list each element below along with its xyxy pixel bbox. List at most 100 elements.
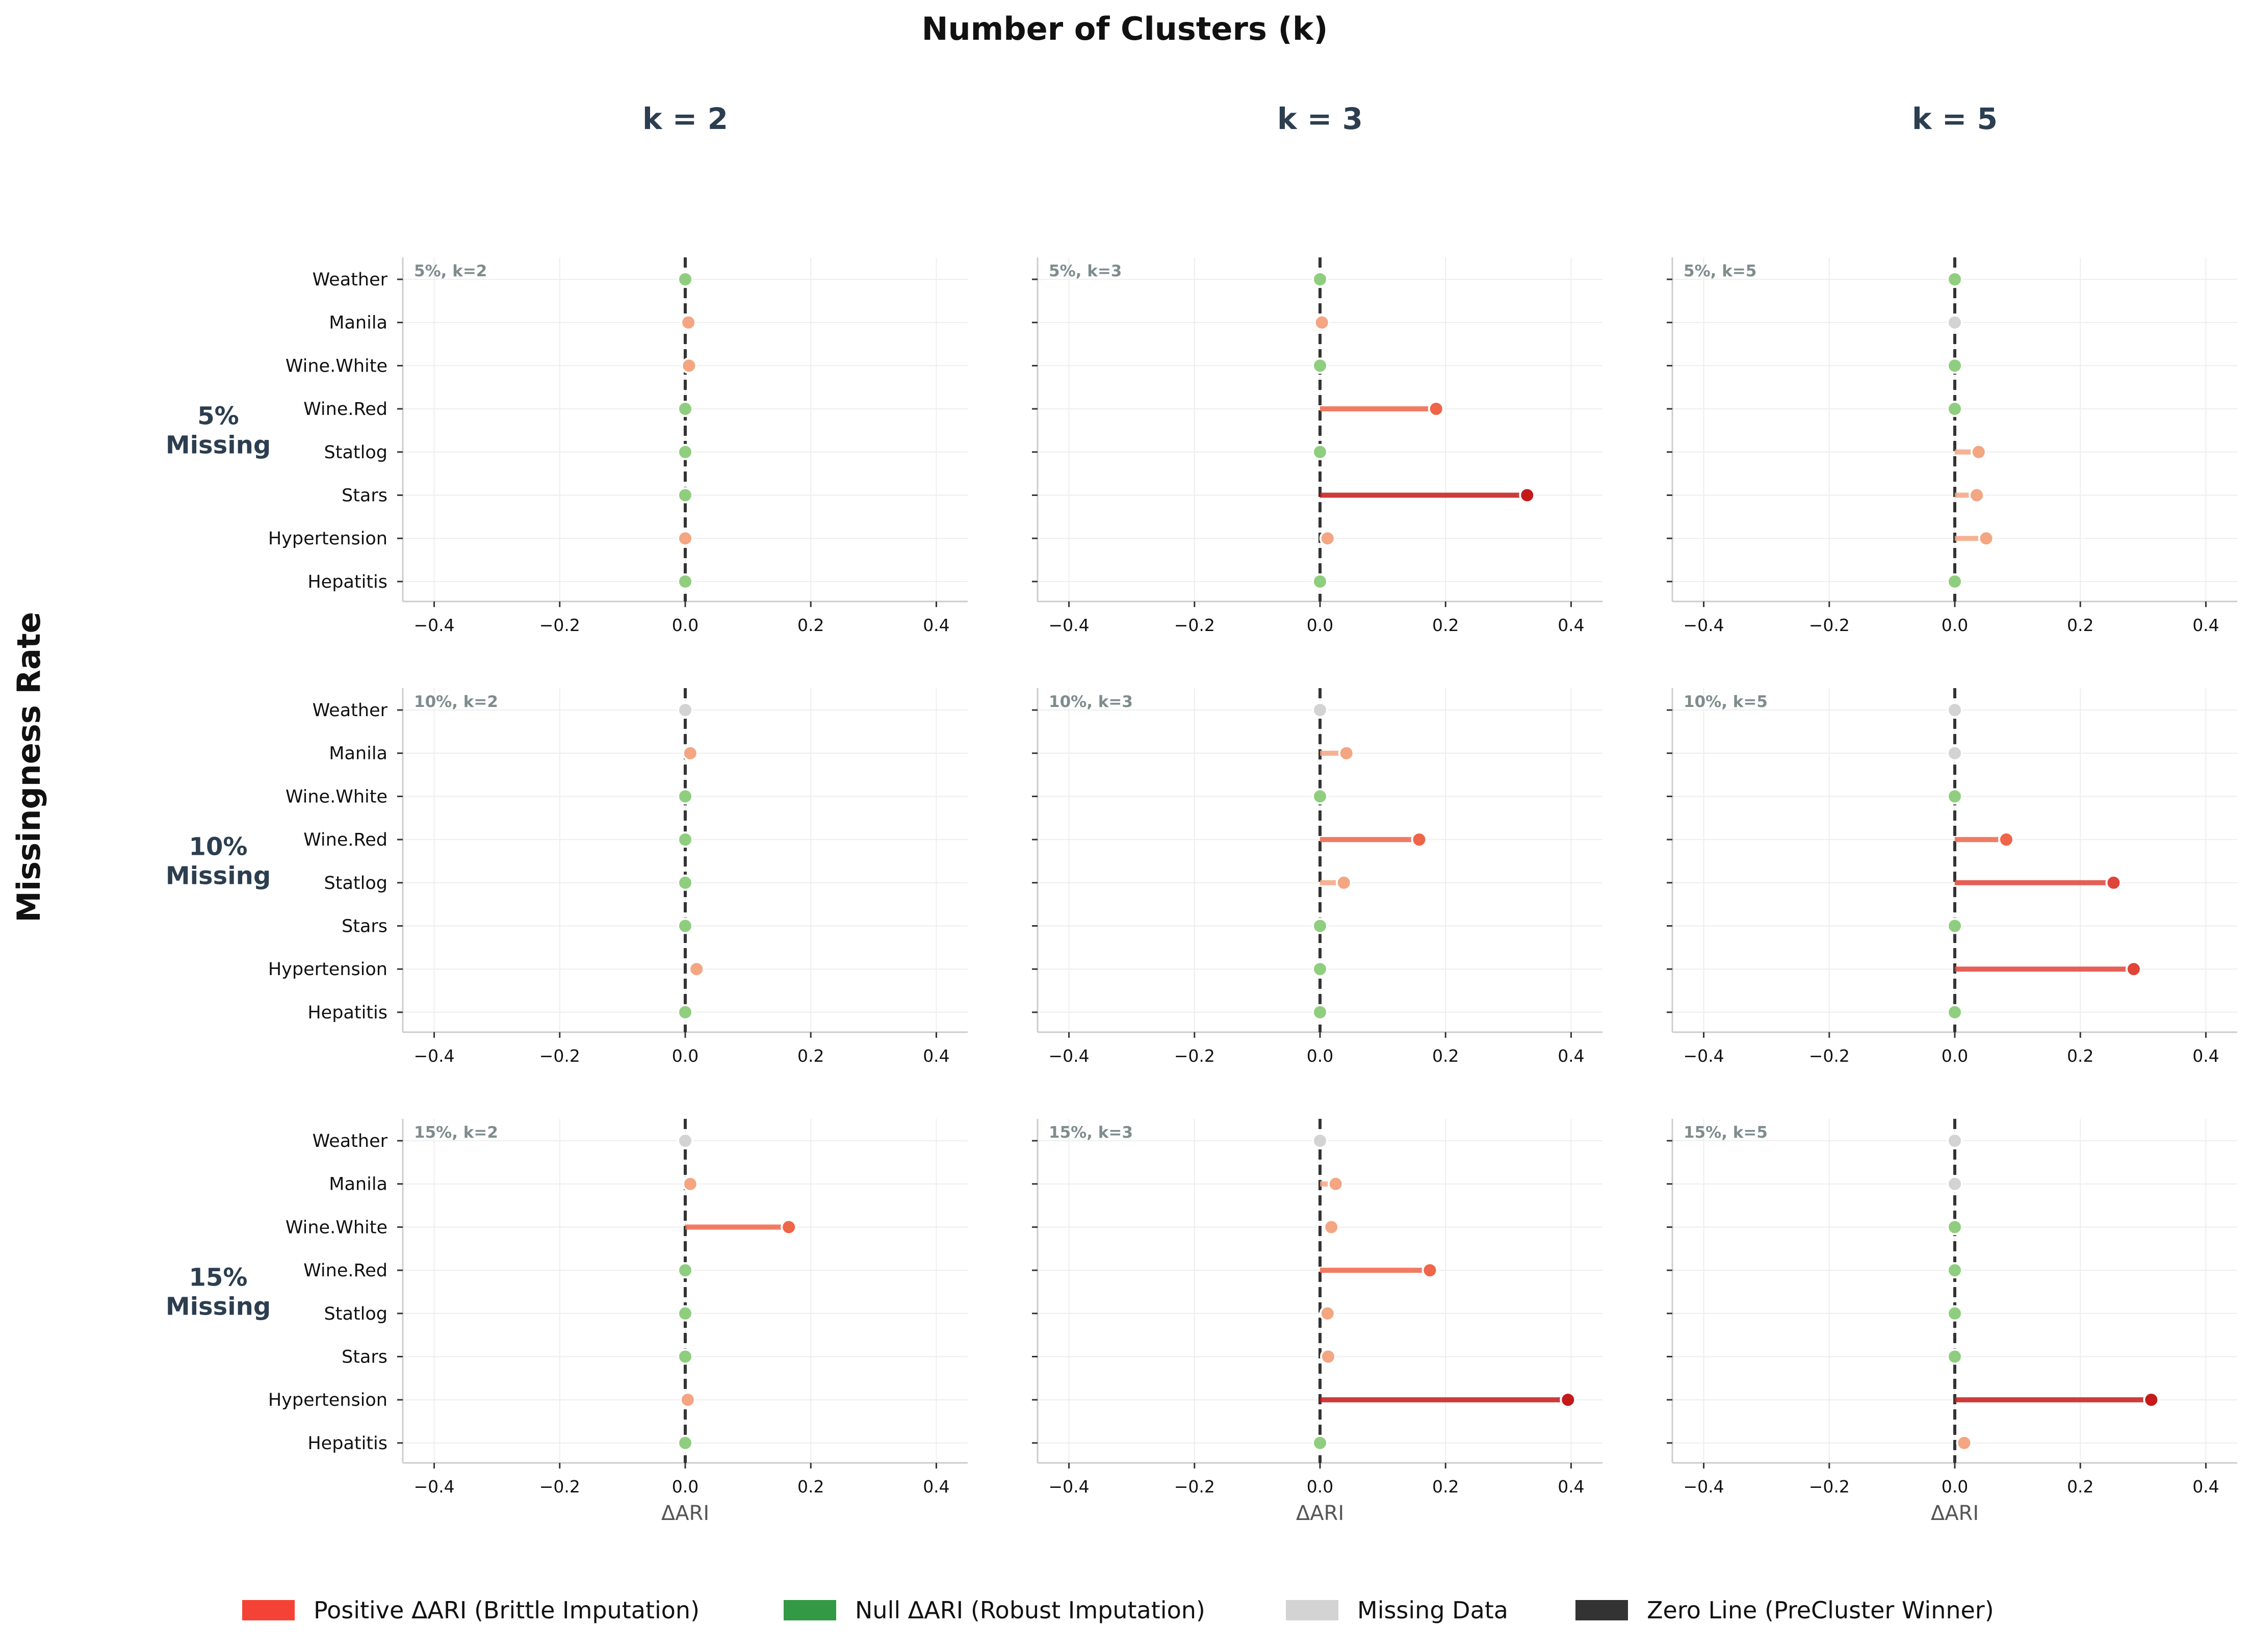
category-label: Stars xyxy=(342,486,387,506)
category-label: Statlog xyxy=(324,442,387,463)
category-label: Hepatitis xyxy=(307,1003,387,1023)
category-label: Hypertension xyxy=(268,529,387,549)
legend-swatch xyxy=(784,1600,836,1620)
x-tick-label: 0.2 xyxy=(2067,1477,2093,1497)
lollipop-point xyxy=(1947,1004,1963,1020)
panel: −0.4 −0.2 0.0 0.2 0.4 10%, k=2 Weather Manila Wi… xyxy=(268,688,968,1066)
panel: −0.4 −0.2 0.0 0.2 0.4 ΔARI 15%, k=3 xyxy=(1032,1119,1602,1525)
lollipop-point xyxy=(677,874,693,891)
column-titles: k = 2 k = 3 k = 5 xyxy=(642,101,1998,136)
x-tick-label: 0.4 xyxy=(923,1046,949,1066)
category-label: Wine.White xyxy=(286,356,387,376)
x-tick-label: 0.2 xyxy=(797,1477,824,1497)
lollipop-point xyxy=(2125,961,2142,978)
lollipop-point xyxy=(1947,1175,1963,1192)
x-tick-label: −0.4 xyxy=(1048,615,1089,635)
lollipop-point xyxy=(1312,961,1328,978)
category-label: Wine.Red xyxy=(303,1261,387,1281)
column-title: k = 5 xyxy=(1912,101,1998,136)
lollipop-point xyxy=(1560,1392,1576,1408)
x-tick-label: −0.2 xyxy=(1174,1477,1215,1497)
lollipop-point xyxy=(1947,1348,1963,1365)
panel: −0.4 −0.2 0.0 0.2 0.4 5%, k=3 xyxy=(1032,257,1602,635)
x-tick-label: 0.2 xyxy=(1432,1477,1459,1497)
panel-tag: 10%, k=3 xyxy=(1049,693,1133,711)
lollipop-point xyxy=(2143,1392,2160,1408)
lollipop-point xyxy=(1970,443,1987,460)
lollipop-point xyxy=(1998,831,2014,848)
row-title-missing: Missing xyxy=(166,431,271,460)
x-tick-label: −0.2 xyxy=(1174,1046,1215,1066)
x-tick-label: 0.0 xyxy=(1942,1477,1968,1497)
lollipop-point xyxy=(679,1392,696,1408)
x-tick-label: −0.2 xyxy=(539,1046,580,1066)
panel: −0.4 −0.2 0.0 0.2 0.4 10%, k=5 xyxy=(1667,688,2237,1066)
lollipop-point xyxy=(677,788,693,805)
lollipop-point xyxy=(1327,1175,1344,1192)
figure-row-header: Missingness Rate xyxy=(10,612,47,922)
x-tick-label: 0.2 xyxy=(2067,1046,2093,1066)
lollipop-point xyxy=(1947,745,1963,762)
lollipop-point xyxy=(1519,487,1536,504)
lollipop-point xyxy=(677,831,693,848)
category-label: Weather xyxy=(313,270,388,290)
x-axis-label: ΔARI xyxy=(1931,1502,1979,1525)
x-tick-label: 0.2 xyxy=(2067,615,2093,635)
row-title-rate: 5% xyxy=(197,402,239,431)
x-tick-label: 0.0 xyxy=(1307,615,1333,635)
lollipop-point xyxy=(1312,1133,1328,1149)
x-tick-label: −0.4 xyxy=(413,615,454,635)
lollipop-point xyxy=(1312,1434,1328,1451)
x-tick-label: −0.2 xyxy=(1174,615,1215,635)
category-label: Stars xyxy=(342,1347,387,1368)
lollipop-point xyxy=(1947,702,1963,718)
category-label: Wine.Red xyxy=(303,399,387,419)
lollipop-point xyxy=(1312,443,1328,460)
lollipop-point xyxy=(1421,1262,1438,1279)
panel: −0.4 −0.2 0.0 0.2 0.4 5%, k=5 xyxy=(1667,257,2237,635)
panel-tag: 15%, k=3 xyxy=(1049,1123,1133,1142)
lollipop-point xyxy=(677,1305,693,1322)
x-tick-label: −0.2 xyxy=(1809,615,1850,635)
lollipop-point xyxy=(1947,357,1963,374)
lollipop-point xyxy=(1978,530,1995,547)
lollipop-point xyxy=(1312,788,1328,805)
x-tick-label: 0.2 xyxy=(797,1046,824,1066)
category-label: Statlog xyxy=(324,873,387,894)
x-tick-label: 0.2 xyxy=(797,615,824,635)
lollipop-point xyxy=(1947,314,1963,331)
lollipop-point xyxy=(1335,874,1352,891)
x-tick-label: 0.4 xyxy=(923,615,949,635)
x-tick-label: 0.4 xyxy=(1558,1477,1584,1497)
x-tick-label: 0.4 xyxy=(2192,615,2219,635)
lollipop-point xyxy=(1947,271,1963,287)
x-tick-label: 0.0 xyxy=(1942,1046,1968,1066)
lollipop-point xyxy=(677,1004,693,1020)
lollipop-point xyxy=(677,573,693,590)
x-tick-label: −0.2 xyxy=(539,1477,580,1497)
lollipop-point xyxy=(682,745,699,762)
x-tick-label: 0.4 xyxy=(2192,1477,2219,1497)
lollipop-point xyxy=(677,530,693,547)
lollipop-point xyxy=(677,487,693,504)
x-tick-label: −0.2 xyxy=(1809,1477,1850,1497)
legend: Positive ΔARI (Brittle Imputation) Null Δ… xyxy=(242,1596,1994,1624)
legend-swatch xyxy=(242,1600,295,1620)
figure-col-header: Number of Clusters (k) xyxy=(922,10,1328,47)
lollipop-point xyxy=(1312,357,1328,374)
legend-swatch xyxy=(1575,1600,1628,1620)
legend-label: Positive ΔARI (Brittle Imputation) xyxy=(314,1596,700,1624)
lollipop-point xyxy=(1947,573,1963,590)
category-label: Manila xyxy=(329,1174,387,1195)
x-tick-label: 0.2 xyxy=(1432,1046,1459,1066)
category-label: Statlog xyxy=(324,1304,387,1324)
x-tick-label: 0.4 xyxy=(2192,1046,2219,1066)
category-label: Wine.White xyxy=(286,1217,387,1238)
panel-tag: 5%, k=5 xyxy=(1684,262,1756,280)
x-tick-label: 0.0 xyxy=(1307,1477,1333,1497)
x-tick-label: 0.0 xyxy=(672,1046,699,1066)
category-label: Hypertension xyxy=(268,1390,387,1410)
panel: −0.4 −0.2 0.0 0.2 0.4 ΔARI 15%, k=2 Weather Mani… xyxy=(268,1119,968,1525)
panel: −0.4 −0.2 0.0 0.2 0.4 ΔARI 15%, k=5 xyxy=(1667,1119,2237,1525)
